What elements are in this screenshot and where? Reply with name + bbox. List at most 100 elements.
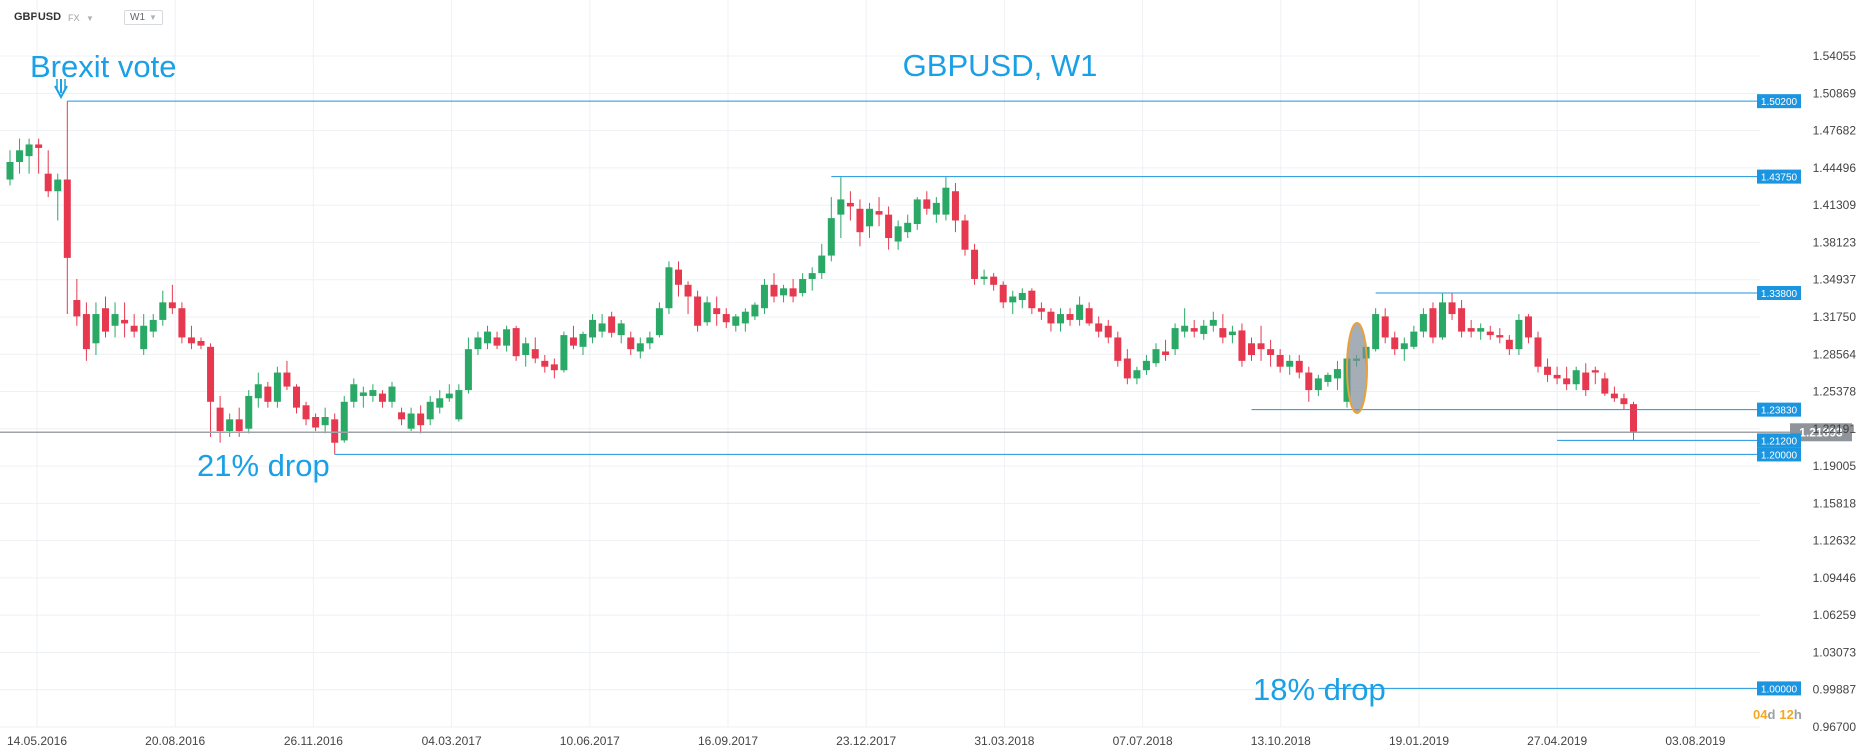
candle-body — [1200, 325, 1208, 334]
candle-body — [1142, 360, 1150, 371]
candle-body — [1286, 360, 1294, 367]
candle-body — [1458, 308, 1466, 332]
current-price-badge — [1790, 423, 1852, 442]
candle-body — [417, 413, 425, 426]
drop-18-annotation: 18% drop — [1253, 672, 1386, 707]
candle-body — [694, 296, 702, 326]
candle-body — [273, 372, 281, 402]
level-label: 1.20000 — [1761, 450, 1798, 461]
candle-body — [1171, 328, 1179, 350]
level-label: 1.33800 — [1761, 289, 1798, 300]
timer-hours: 12 — [1779, 707, 1793, 722]
y-tick-label: 1.15818 — [1813, 496, 1857, 510]
market-label[interactable]: FX — [68, 13, 80, 23]
candle-body — [636, 343, 644, 352]
timer-h: h — [1794, 707, 1802, 722]
candle-body — [1114, 337, 1122, 361]
y-tick-label: 1.06259 — [1813, 608, 1857, 622]
candle-body — [837, 199, 845, 215]
candle-body — [531, 349, 539, 359]
bar-timer: 04d 12h — [1753, 707, 1802, 722]
candle-body — [216, 407, 224, 432]
candle-body — [445, 393, 453, 399]
candle-body — [646, 337, 654, 344]
candle-body — [846, 202, 854, 207]
candle-body — [1133, 370, 1141, 379]
x-tick-label: 10.06.2017 — [560, 734, 620, 748]
candles-layer — [6, 101, 1637, 455]
candle-body — [665, 267, 673, 309]
candle-body — [474, 337, 482, 350]
candle-body — [875, 211, 883, 215]
market-dropdown-icon[interactable]: ▼ — [86, 14, 94, 23]
candle-body — [560, 335, 568, 371]
symbol-label[interactable]: GBPUSD — [14, 11, 62, 23]
candle-body — [1324, 374, 1332, 382]
candle-body — [378, 393, 386, 402]
candle-body — [1028, 290, 1036, 309]
candle-body — [980, 276, 988, 279]
candle-body — [522, 343, 530, 356]
candle-body — [226, 419, 234, 432]
candle-body — [770, 284, 778, 297]
y-tick-label: 1.19005 — [1813, 459, 1857, 473]
y-tick-label: 1.25378 — [1813, 385, 1857, 399]
candle-body — [885, 214, 893, 239]
candle-body — [1572, 370, 1580, 385]
candle-body — [121, 319, 129, 324]
candle-body — [932, 202, 940, 215]
candle-body — [1066, 314, 1074, 320]
candle-body — [321, 417, 329, 426]
candle-body — [1582, 372, 1590, 391]
candle-body — [808, 273, 816, 279]
candle-body — [1553, 374, 1561, 379]
candle-body — [1630, 404, 1637, 433]
y-axis: 1.54055 1.50869 1.47682 1.44496 1.41309 1.381… — [1813, 49, 1857, 734]
drop-21-annotation: 21% drop — [197, 448, 330, 483]
chart-title: GBPUSD, W1 — [903, 48, 1098, 83]
candle-body — [1190, 328, 1198, 332]
timeframe-select[interactable]: W1 ▼ — [124, 10, 163, 25]
candle-body — [627, 337, 635, 350]
candle-body — [1009, 296, 1017, 303]
candle-body — [1181, 325, 1189, 332]
candle-body — [713, 308, 721, 315]
candle-body — [359, 392, 367, 396]
grid-layer — [0, 0, 1760, 728]
candle-body — [751, 304, 759, 317]
candle-body — [1123, 358, 1131, 379]
candle-body — [1219, 328, 1227, 338]
candle-body — [550, 364, 558, 371]
candle-body — [999, 284, 1007, 303]
candle-body — [1095, 323, 1103, 332]
candle-body — [1496, 335, 1504, 338]
candle-body — [102, 308, 109, 332]
candle-body — [675, 269, 682, 285]
level-badge — [1757, 447, 1801, 462]
timeframe-label: W1 — [130, 12, 145, 23]
candle-body — [44, 173, 52, 192]
annotations-layer: GBPUSD, W1 Brexit vote 21% drop 18% drop — [30, 48, 1386, 707]
highlight-ellipse — [1346, 322, 1368, 414]
y-tick-label: 0.96700 — [1813, 720, 1857, 734]
candle-body — [111, 314, 119, 326]
candle-body — [1620, 398, 1628, 405]
candle-body — [54, 179, 62, 192]
x-tick-label: 07.07.2018 — [1113, 734, 1173, 748]
y-tick-label: 1.03073 — [1813, 645, 1857, 659]
x-tick-label: 19.01.2019 — [1389, 734, 1449, 748]
candle-body — [1610, 393, 1618, 399]
candle-body — [1439, 302, 1446, 338]
candle-body — [350, 384, 358, 402]
x-tick-label: 27.04.2019 — [1527, 734, 1587, 748]
candle-body — [1228, 331, 1236, 336]
candle-body — [235, 419, 243, 432]
current-price-label: 1.21893 — [1799, 425, 1843, 439]
candle-body — [331, 419, 339, 443]
level-badge — [1757, 286, 1801, 301]
candle-body — [1037, 308, 1045, 312]
x-tick-label: 03.08.2019 — [1665, 734, 1725, 748]
candle-body — [484, 331, 491, 344]
